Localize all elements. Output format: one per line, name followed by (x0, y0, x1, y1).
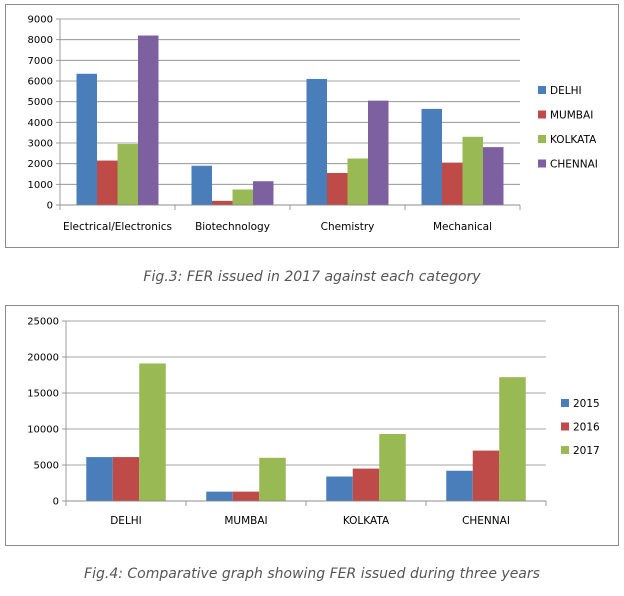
chart1-bar-delhi-mechanical (421, 108, 442, 205)
chart1-legend-label-delhi: DELHI (550, 85, 582, 97)
chart2-bar-2017-delhi (139, 363, 166, 501)
chart1-bar-chennai-biotechnology (253, 181, 274, 205)
chart1-bar-delhi-biotechnology (191, 165, 212, 205)
chart-fig4: 0 5000 10000 15000 20000 25000 DELHI MUMBAI KOLK… (27, 317, 600, 528)
chart1-legend-swatch-delhi (538, 86, 546, 94)
chart2-ytick-label: 20000 (27, 353, 59, 364)
chart2-bar-2015-delhi (86, 457, 113, 501)
chart2-ytick-label: 0 (53, 497, 59, 508)
chart2-legend-label-2017: 2017 (573, 445, 600, 457)
chart1-ytick-label: 2000 (28, 159, 53, 170)
chart1-category-label: Biotechnology (195, 221, 270, 233)
chart1-bar-delhi-electrical-electronics (76, 73, 97, 206)
chart1-ytick-label: 1000 (28, 180, 53, 191)
chart2-ytick-label: 5000 (34, 461, 59, 472)
chart-fig3: 0 1000 2000 3000 4000 5000 6000 7000 8000 9000 Ele… (28, 15, 598, 234)
chart2-bar-2015-chennai (446, 470, 473, 501)
chart1-ytick-label: 0 (47, 201, 53, 212)
chart2-category-label: MUMBAI (224, 515, 267, 527)
chart2-bar-2016-chennai (472, 450, 500, 501)
chart1-ytick-label: 5000 (28, 97, 53, 108)
chart1-bar-kolkata-biotechnology (232, 189, 253, 205)
chart2-legend-swatch-2017 (561, 446, 569, 454)
chart1-bar-mumbai-chemistry (327, 172, 348, 205)
chart2-category-label: CHENNAI (462, 515, 510, 527)
chart2-bar-2017-chennai (499, 377, 526, 501)
chart1-category-label: Chemistry (321, 221, 375, 233)
chart1-legend-swatch-kolkata (538, 135, 546, 143)
chart1-category-label: Electrical/Electronics (63, 221, 172, 233)
chart2-ytick-label: 25000 (27, 317, 59, 328)
chart1-bar-delhi-chemistry (306, 78, 327, 205)
chart2-bar-2017-mumbai (259, 457, 286, 501)
chart1-ytick-label: 9000 (28, 15, 53, 26)
chart2-bar-2016-kolkata (352, 468, 380, 501)
chart1-ytick-label: 4000 (28, 118, 53, 129)
chart1-bar-kolkata-mechanical (462, 136, 483, 205)
chart2-category-label: DELHI (110, 515, 142, 527)
caption-fig4: Fig.4: Comparative graph showing FER iss… (84, 566, 540, 582)
chart2-bar-2017-kolkata (379, 434, 406, 501)
chart1-bar-kolkata-electrical-electronics (117, 144, 138, 205)
chart1-legend-label-chennai: CHENNAI (550, 159, 598, 171)
chart1-ytick-label: 7000 (28, 56, 53, 67)
chart2-bar-2015-kolkata (326, 476, 353, 501)
chart1-ytick-label: 8000 (28, 35, 53, 46)
chart2-ytick-label: 10000 (27, 425, 59, 436)
chart1-bar-mumbai-biotechnology (212, 200, 233, 205)
chart-fig3-frame: 0 1000 2000 3000 4000 5000 6000 7000 8000 9000 Ele… (5, 4, 619, 248)
chart1-bar-chennai-mechanical (483, 147, 504, 205)
chart2-legend-label-2016: 2016 (573, 422, 600, 434)
chart2-bar-2016-mumbai (232, 491, 260, 501)
chart2-ytick-label: 15000 (27, 389, 59, 400)
chart1-legend-swatch-chennai (538, 159, 546, 168)
chart2-category-label: KOLKATA (343, 515, 390, 527)
chart1-ytick-label: 3000 (28, 139, 53, 150)
chart2-legend-swatch-2015 (561, 399, 569, 407)
chart-fig4-frame: 0 5000 10000 15000 20000 25000 DELHI MUMBAI KOLK… (5, 305, 619, 546)
caption-fig3: Fig.3: FER issued in 2017 against each c… (143, 269, 481, 285)
chart2-bar-2015-mumbai (206, 491, 233, 501)
chart1-bar-chennai-chemistry (368, 100, 389, 205)
chart1-legend-label-kolkata: KOLKATA (550, 134, 597, 146)
chart1-bar-mumbai-mechanical (442, 162, 463, 205)
chart1-bar-kolkata-chemistry (347, 158, 368, 205)
chart1-legend-swatch-mumbai (538, 110, 546, 119)
chart1-legend-label-mumbai: MUMBAI (550, 110, 593, 122)
chart1-bar-chennai-electrical-electronics (138, 35, 159, 206)
chart1-bar-mumbai-electrical-electronics (97, 160, 118, 205)
chart2-legend-swatch-2016 (561, 422, 569, 431)
chart1-category-label: Mechanical (433, 221, 492, 233)
chart1-ytick-label: 6000 (28, 77, 53, 88)
chart2-legend-label-2015: 2015 (573, 398, 600, 410)
chart2-bar-2016-delhi (112, 457, 140, 501)
